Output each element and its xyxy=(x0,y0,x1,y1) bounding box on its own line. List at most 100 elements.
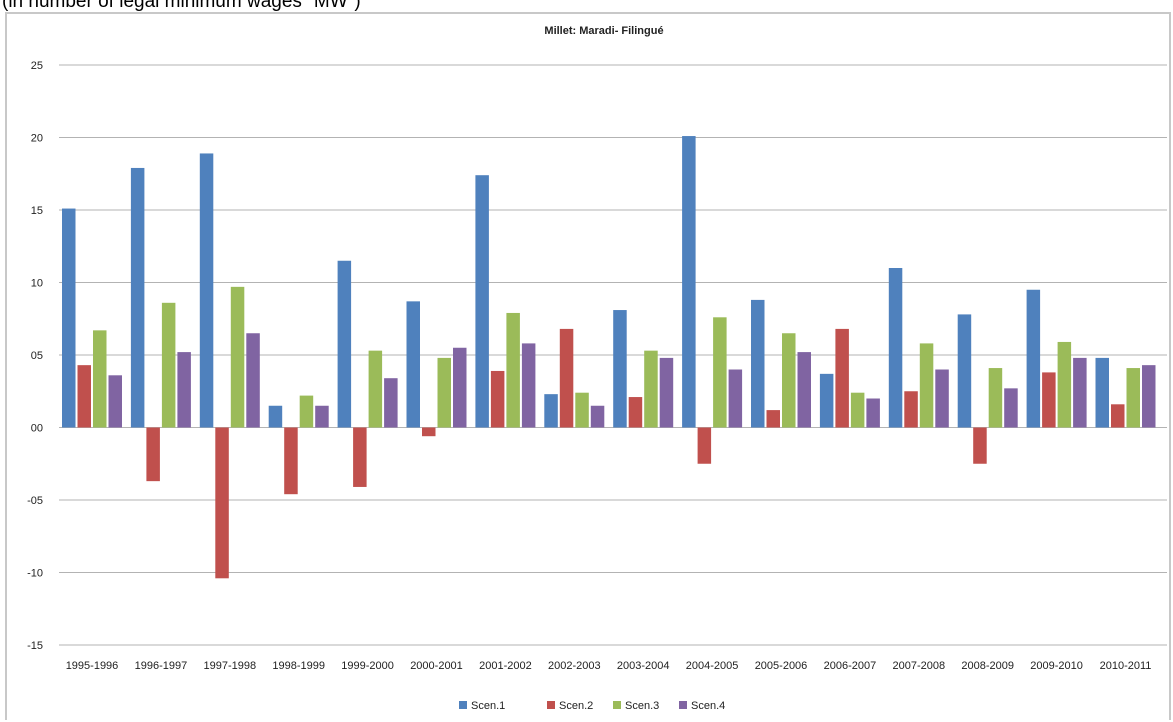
x-category-label: 1998-1999 xyxy=(272,660,325,672)
x-category-label: 2007-2008 xyxy=(892,660,945,672)
bar xyxy=(659,357,674,428)
x-category-label: 2002-2003 xyxy=(548,660,601,672)
x-category-label: 2008-2009 xyxy=(961,660,1014,672)
bar xyxy=(973,427,987,464)
bar xyxy=(835,328,849,428)
legend-label: Scen.3 xyxy=(625,700,659,712)
bar xyxy=(422,427,436,437)
legend-swatch xyxy=(679,701,687,709)
legend-item: Scen.1 xyxy=(459,700,505,712)
bar xyxy=(751,299,765,428)
bar xyxy=(559,328,574,428)
grid-lines xyxy=(59,64,1167,646)
x-category-label: 2006-2007 xyxy=(824,660,877,672)
bar xyxy=(850,392,865,428)
bar xyxy=(988,368,1003,428)
bar xyxy=(62,208,76,428)
bar xyxy=(1042,372,1056,428)
x-category-label: 2010-2011 xyxy=(1100,660,1152,672)
bar xyxy=(1026,289,1041,428)
bar xyxy=(888,268,903,428)
bar xyxy=(230,286,245,428)
bar xyxy=(919,343,934,428)
bar xyxy=(384,378,398,428)
bar xyxy=(866,398,880,428)
bar xyxy=(215,427,229,579)
bar xyxy=(628,397,643,428)
legend: Scen.1 Scen.2 Scen.3 Scen.4 xyxy=(459,700,725,712)
bar xyxy=(299,395,314,428)
bar xyxy=(453,347,467,428)
bar xyxy=(957,314,972,428)
x-axis-category-labels: 1995-1996 1996-1997 1997-1998 1998-1999 1999… xyxy=(66,660,1152,672)
bar xyxy=(337,260,352,428)
bar-chart: 25 20 15 10 05 00 -05 -10 -15 1995-1996 1996-1997… xyxy=(27,25,1167,712)
x-category-label: 2001-2002 xyxy=(479,660,532,672)
bar xyxy=(935,369,949,428)
legend-swatch xyxy=(613,701,621,709)
y-tick-label: 25 xyxy=(31,60,43,72)
bar xyxy=(506,312,520,428)
bar xyxy=(437,357,451,428)
x-category-label: 1997-1998 xyxy=(203,660,256,672)
y-tick-label: 05 xyxy=(31,350,43,362)
bar xyxy=(161,302,176,428)
y-tick-label: 15 xyxy=(31,205,43,217)
bar xyxy=(766,410,780,428)
bar xyxy=(353,427,367,487)
bar xyxy=(713,317,727,428)
bar xyxy=(797,352,811,428)
bar xyxy=(1095,357,1109,428)
bar xyxy=(904,391,918,428)
x-category-label: 1996-1997 xyxy=(135,660,188,672)
bar xyxy=(1126,368,1140,428)
bar xyxy=(819,373,834,428)
chart-title: Millet: Maradi- Filingué xyxy=(544,25,663,37)
bar xyxy=(782,333,796,428)
y-tick-label: 10 xyxy=(31,278,43,290)
bar xyxy=(177,352,191,428)
legend-label: Scen.1 xyxy=(471,700,505,712)
bar xyxy=(108,375,122,428)
y-tick-label: -15 xyxy=(27,640,43,652)
bar xyxy=(315,405,329,428)
bar xyxy=(575,392,589,428)
bar xyxy=(613,310,627,428)
y-tick-label: -05 xyxy=(27,495,43,507)
y-axis-tick-labels: 25 20 15 10 05 00 -05 -10 -15 xyxy=(27,60,43,652)
bar xyxy=(146,427,160,482)
x-category-label: 1999-2000 xyxy=(341,660,394,672)
bar xyxy=(1111,404,1125,428)
x-category-label: 2004-2005 xyxy=(686,660,739,672)
bar xyxy=(544,394,558,428)
bar xyxy=(697,427,712,464)
bar xyxy=(77,365,91,428)
bar xyxy=(246,333,260,428)
y-tick-label: 00 xyxy=(31,423,43,435)
legend-swatch xyxy=(547,701,555,709)
bar xyxy=(284,427,298,495)
bar xyxy=(728,369,743,428)
x-category-label: 2005-2006 xyxy=(755,660,808,672)
bar xyxy=(490,370,505,428)
bar xyxy=(268,405,283,428)
page-caption: (in number of legal minimum wages "MW") xyxy=(2,0,361,12)
bar xyxy=(406,301,420,428)
x-category-label: 2009-2010 xyxy=(1030,660,1083,672)
bars xyxy=(62,136,1156,579)
x-category-label: 2000-2001 xyxy=(410,660,463,672)
bar xyxy=(368,350,383,428)
y-tick-label: -10 xyxy=(27,568,43,580)
legend-item: Scen.3 xyxy=(613,700,659,712)
legend-label: Scen.2 xyxy=(559,700,593,712)
bar xyxy=(1004,388,1018,428)
x-category-label: 2003-2004 xyxy=(617,660,670,672)
legend-label: Scen.4 xyxy=(691,700,725,712)
bar xyxy=(199,153,214,428)
y-tick-label: 20 xyxy=(31,133,43,145)
legend-item: Scen.2 xyxy=(547,700,593,712)
bar xyxy=(475,175,489,428)
bar xyxy=(590,405,605,428)
bar xyxy=(1073,357,1087,428)
bar xyxy=(1142,365,1156,428)
